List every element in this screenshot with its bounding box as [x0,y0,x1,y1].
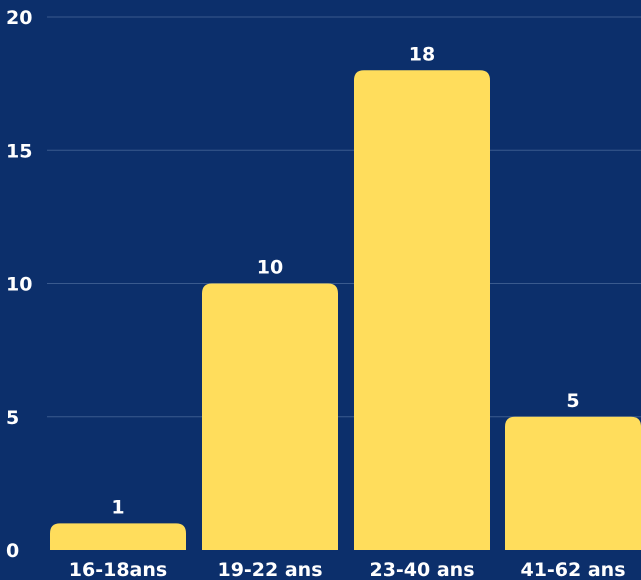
y-tick-label: 0 [6,540,19,562]
y-tick-label: 20 [6,7,32,29]
bar-value-label: 1 [111,496,124,518]
bar-41-62-ans [505,416,641,550]
data-labels: 1 10 18 5 [111,43,579,518]
y-axis-ticks: 0 5 10 15 20 [6,7,32,562]
bars [50,70,641,551]
bar-value-label: 5 [566,390,579,412]
y-tick-label: 15 [6,140,32,162]
bar-value-label: 10 [257,257,283,279]
x-category-label: 19-22 ans [217,559,322,580]
x-axis-categories: 16-18ans 19-22 ans 23-40 ans 41-62 ans [69,559,626,580]
bar-16-18ans [50,523,186,550]
gridlines [47,16,641,418]
bar-value-label: 18 [409,43,435,65]
y-tick-label: 5 [6,407,19,429]
y-tick-label: 10 [6,274,32,296]
x-category-label: 23-40 ans [369,559,474,580]
x-category-label: 41-62 ans [520,559,625,580]
x-category-label: 16-18ans [69,559,167,580]
bar-23-40-ans [354,70,490,551]
bar-19-22-ans [202,283,338,550]
